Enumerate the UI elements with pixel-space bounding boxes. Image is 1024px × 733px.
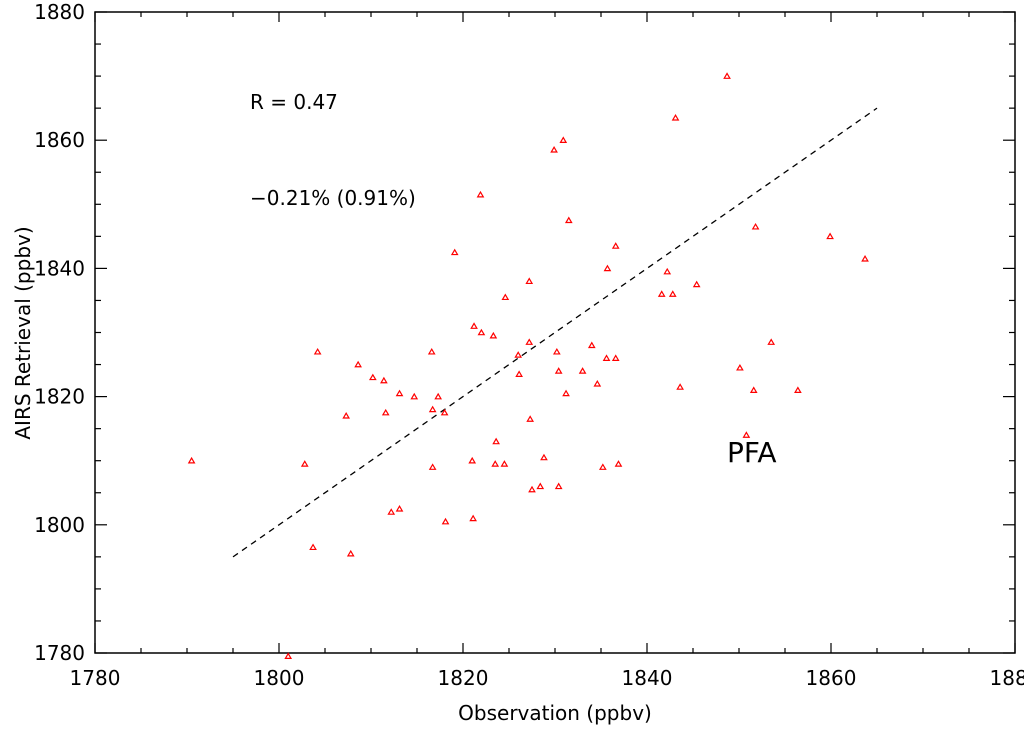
data-point bbox=[742, 431, 751, 438]
site-label: PFA bbox=[727, 436, 777, 469]
data-point bbox=[440, 408, 449, 416]
data-point bbox=[313, 347, 322, 355]
data-point bbox=[794, 386, 802, 393]
data-point bbox=[614, 460, 623, 467]
data-point bbox=[342, 412, 351, 419]
y-tick-label: 1880 bbox=[34, 0, 85, 24]
data-point bbox=[671, 113, 680, 121]
scatter-points bbox=[187, 72, 869, 660]
data-point bbox=[434, 392, 443, 400]
data-point bbox=[826, 232, 834, 240]
data-point bbox=[562, 389, 570, 397]
data-point bbox=[552, 347, 561, 355]
data-point bbox=[387, 508, 396, 515]
data-point bbox=[515, 370, 523, 377]
data-point bbox=[476, 190, 485, 198]
y-axis-ticks bbox=[95, 11, 1015, 654]
data-point bbox=[500, 460, 509, 467]
data-point bbox=[187, 456, 196, 464]
x-tick-label: 1820 bbox=[438, 666, 489, 690]
data-point bbox=[492, 437, 500, 445]
data-point bbox=[602, 354, 611, 361]
x-tick-label: 1860 bbox=[806, 666, 857, 690]
data-point bbox=[663, 267, 672, 275]
data-point bbox=[736, 363, 744, 371]
data-point bbox=[368, 373, 377, 381]
data-point bbox=[525, 277, 534, 285]
data-point bbox=[536, 482, 545, 490]
data-point bbox=[861, 254, 869, 262]
x-axis-title: Observation (ppbv) bbox=[458, 701, 652, 725]
bias-annotation: −0.21% (0.91%) bbox=[250, 186, 416, 210]
data-point bbox=[554, 482, 563, 490]
data-point bbox=[354, 360, 362, 368]
y-axis-title: AIRS Retrieval (ppbv) bbox=[11, 226, 35, 439]
data-point bbox=[593, 379, 602, 387]
data-point bbox=[751, 222, 760, 230]
x-axis-tick-labels: 1780 1800 1820 1840 1860 1880 bbox=[70, 666, 1024, 690]
data-point bbox=[441, 517, 450, 525]
data-point bbox=[470, 322, 478, 329]
data-point bbox=[598, 463, 607, 470]
data-point bbox=[428, 405, 437, 413]
data-point bbox=[767, 338, 776, 345]
data-point bbox=[489, 331, 498, 339]
data-point bbox=[749, 386, 758, 393]
data-point bbox=[564, 216, 573, 224]
data-point bbox=[410, 392, 419, 400]
y-tick-label: 1820 bbox=[34, 385, 85, 409]
data-point bbox=[587, 341, 596, 349]
data-point bbox=[668, 290, 677, 297]
data-point bbox=[676, 383, 684, 390]
data-point bbox=[395, 504, 404, 512]
y-tick-label: 1860 bbox=[34, 128, 85, 152]
data-point bbox=[380, 376, 388, 384]
data-point bbox=[300, 460, 309, 467]
y-tick-label: 1800 bbox=[34, 513, 85, 537]
data-point bbox=[284, 652, 293, 660]
data-point bbox=[309, 543, 317, 551]
data-point bbox=[450, 248, 459, 256]
data-point bbox=[526, 415, 535, 422]
y-tick-label: 1840 bbox=[34, 256, 85, 280]
y-tick-label: 1780 bbox=[34, 641, 85, 665]
data-point bbox=[559, 136, 568, 143]
data-point bbox=[692, 280, 701, 288]
fit-line bbox=[232, 107, 878, 558]
data-point bbox=[657, 290, 666, 297]
data-point bbox=[381, 408, 390, 416]
data-point bbox=[514, 351, 523, 358]
x-tick-label: 1800 bbox=[254, 666, 305, 690]
data-point bbox=[550, 146, 558, 153]
data-point bbox=[428, 463, 437, 470]
x-tick-label: 1880 bbox=[990, 666, 1024, 690]
r-value-annotation: R = 0.47 bbox=[250, 90, 338, 114]
x-tick-label: 1780 bbox=[70, 666, 121, 690]
data-point bbox=[554, 367, 563, 374]
data-point bbox=[611, 354, 620, 361]
data-point bbox=[469, 514, 477, 522]
data-point bbox=[468, 456, 477, 464]
data-point bbox=[477, 328, 486, 336]
data-point bbox=[395, 389, 404, 397]
data-point bbox=[540, 453, 548, 461]
data-point bbox=[603, 264, 612, 272]
x-tick-label: 1840 bbox=[622, 666, 673, 690]
data-point bbox=[491, 460, 500, 467]
data-point bbox=[501, 293, 510, 301]
data-point bbox=[346, 549, 355, 557]
data-point bbox=[723, 72, 731, 79]
x-axis-ticks bbox=[94, 12, 1016, 653]
data-point bbox=[528, 485, 536, 493]
data-point bbox=[427, 347, 436, 355]
data-point bbox=[578, 367, 587, 374]
y-axis-tick-labels: 1780 1800 1820 1840 1860 1880 bbox=[34, 0, 85, 665]
data-point bbox=[611, 242, 620, 249]
data-point bbox=[525, 338, 534, 345]
